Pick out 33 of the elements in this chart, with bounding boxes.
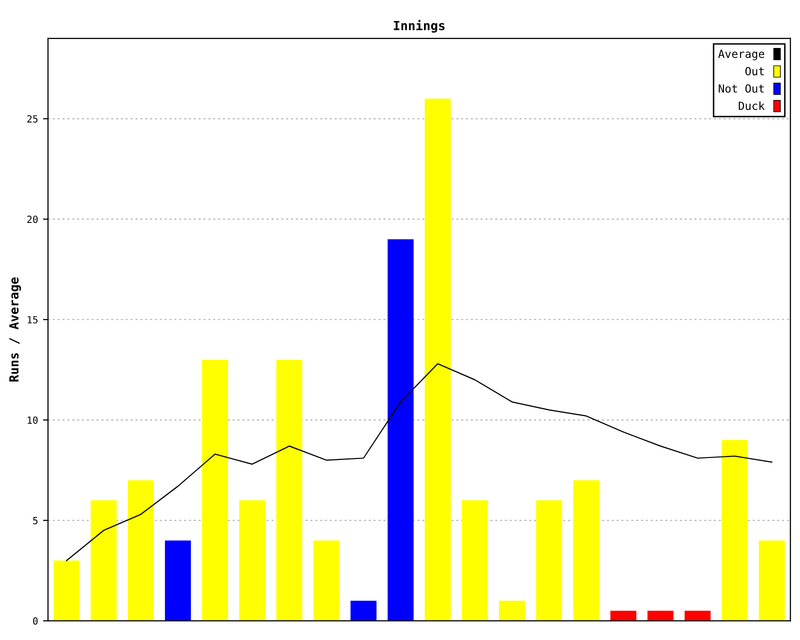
bar	[573, 480, 600, 621]
legend-label: Not Out	[718, 84, 764, 93]
bar	[647, 610, 674, 621]
legend-label: Out	[745, 66, 764, 76]
bar	[128, 480, 154, 621]
bar	[239, 500, 266, 621]
bar	[758, 540, 785, 621]
y-tick-label: 10	[28, 416, 38, 424]
bar	[90, 500, 117, 621]
bar	[610, 610, 636, 621]
bar	[424, 98, 451, 621]
bar	[313, 540, 340, 621]
bar	[499, 600, 525, 621]
y-axis-title: Runs / Average	[9, 277, 22, 382]
bar	[202, 360, 228, 621]
chart-title: Innings	[394, 20, 445, 33]
y-tick-label: 20	[27, 216, 38, 224]
bar	[722, 440, 748, 621]
bar	[54, 560, 80, 621]
y-tick-label: 5	[33, 517, 38, 524]
bar	[462, 500, 488, 621]
bar	[276, 360, 302, 621]
y-tick-label: 15	[28, 316, 38, 324]
bar	[388, 239, 414, 621]
bar	[350, 600, 377, 621]
line-series	[66, 363, 772, 562]
legend-label: Duck	[738, 101, 765, 110]
bar	[536, 500, 562, 621]
y-tick-label: 0	[33, 617, 38, 625]
legend-label: Average	[718, 50, 764, 60]
bar	[684, 610, 711, 621]
bar	[164, 540, 191, 621]
y-tick-label: 25	[27, 115, 38, 123]
